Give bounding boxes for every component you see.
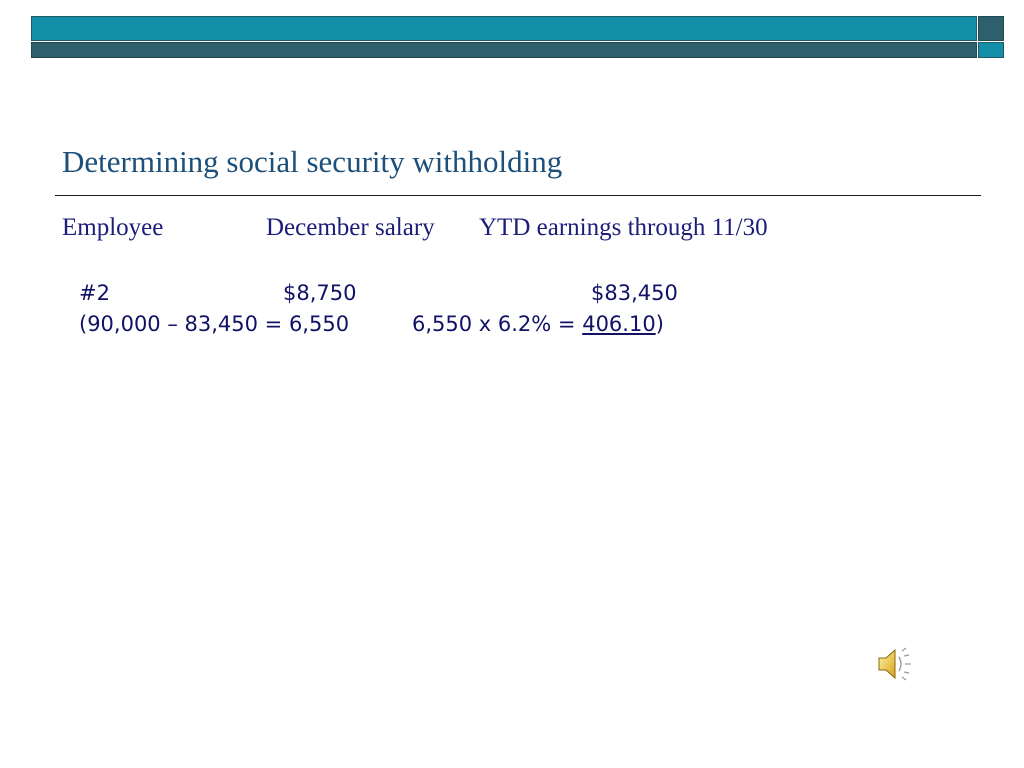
calculation-step-2: 6,550 x 6.2% = 406.10)	[412, 312, 664, 336]
speaker-icon[interactable]	[876, 646, 914, 682]
title-divider	[55, 195, 981, 196]
header-bar-top	[31, 16, 977, 41]
header-square-top	[978, 16, 1004, 41]
header-square-bottom	[978, 42, 1004, 58]
slide-title: Determining social security withholding	[62, 144, 563, 179]
calculation-step-1: (90,000 – 83,450 = 6,550	[79, 312, 350, 336]
column-header-december-salary: December salary	[266, 214, 435, 241]
column-header-employee: Employee	[62, 214, 164, 241]
calculation-prefix: 6,550 x 6.2% =	[412, 312, 583, 336]
header-bar-bottom	[31, 42, 977, 58]
column-header-ytd-earnings: YTD earnings through 11/30	[479, 214, 768, 241]
ytd-earnings-value: $83,450	[591, 281, 678, 305]
employee-number: #2	[79, 281, 110, 305]
calculation-closing: )	[655, 312, 664, 336]
december-salary-value: $8,750	[283, 281, 357, 305]
withholding-result: 406.10	[582, 312, 656, 336]
